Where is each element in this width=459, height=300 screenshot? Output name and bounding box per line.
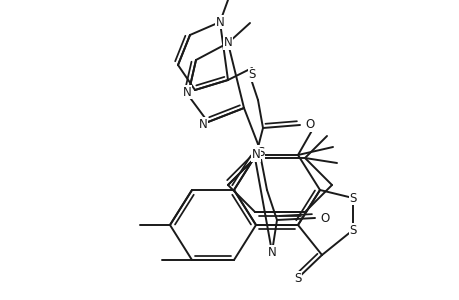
Text: N: N [251, 148, 260, 161]
Text: S: S [294, 272, 301, 284]
Text: S: S [257, 146, 264, 158]
Text: S: S [348, 191, 356, 205]
Text: O: O [305, 118, 314, 131]
Text: S: S [248, 68, 255, 82]
Text: O: O [319, 212, 329, 224]
Text: N: N [182, 85, 191, 98]
Text: N: N [198, 118, 207, 130]
Text: S: S [348, 224, 356, 236]
Text: N: N [223, 37, 232, 50]
Text: N: N [267, 245, 276, 259]
Text: N: N [215, 16, 224, 28]
